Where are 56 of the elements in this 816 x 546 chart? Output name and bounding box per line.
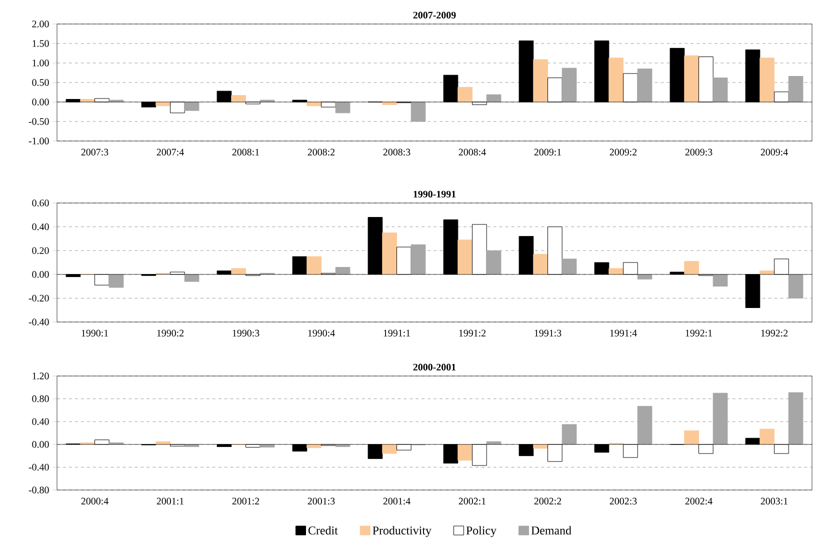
x-tick-label: 2002:3 xyxy=(610,498,637,505)
y-tick-label: 0.80 xyxy=(32,395,49,402)
y-tick-label: 0.40 xyxy=(32,418,49,425)
y-tick-label: 0.00 xyxy=(32,441,49,448)
x-tick-label: 2009:2 xyxy=(610,148,637,156)
chart-title: 2007-2009 xyxy=(413,12,456,19)
x-tick-label: 2001:4 xyxy=(383,498,410,505)
y-tick-label: 0.00 xyxy=(32,98,49,106)
x-tick-label: 1991:4 xyxy=(610,330,637,337)
x-tick-label: 1990:4 xyxy=(308,330,335,337)
y-tick-label: 0.00 xyxy=(32,271,49,278)
y-tick-label: -0.80 xyxy=(28,486,49,494)
x-tick-label: 2000:4 xyxy=(81,498,108,505)
x-tick-label: 1992:1 xyxy=(686,330,712,337)
y-tick-label: 1.00 xyxy=(32,60,49,66)
x-tick-label: 2003:1 xyxy=(760,498,788,505)
y-tick-label: -1.00 xyxy=(28,138,49,144)
legend-label: Credit xyxy=(308,526,338,535)
x-tick-label: 2009:3 xyxy=(685,148,712,156)
x-tick-label: 2001:1 xyxy=(156,498,184,505)
x-tick-label: 2002:2 xyxy=(534,498,562,505)
y-tick-label: 0.20 xyxy=(32,247,49,254)
y-tick-label: 0.50 xyxy=(32,79,49,86)
chart-title: 1990-1991 xyxy=(414,190,456,198)
legend-label: Policy xyxy=(466,526,496,537)
x-tick-label: 1990:1 xyxy=(82,330,108,337)
x-tick-label: 2001:3 xyxy=(308,498,335,505)
x-tick-label: 1990:3 xyxy=(232,330,260,337)
y-tick-label: 1.20 xyxy=(32,372,49,380)
x-tick-label: 2008:4 xyxy=(458,148,486,156)
y-tick-label: 0.60 xyxy=(32,200,49,206)
x-tick-label: 1992:2 xyxy=(761,330,788,337)
y-tick-label: 1.50 xyxy=(32,40,49,47)
y-tick-label: 0.40 xyxy=(32,223,49,230)
x-tick-label: 1991:1 xyxy=(384,330,410,337)
x-tick-label: 2007:3 xyxy=(81,148,108,156)
x-tick-label: 2009:4 xyxy=(760,148,788,156)
y-tick-label: -0.40 xyxy=(28,318,49,326)
x-tick-label: 1991:2 xyxy=(459,330,486,337)
y-tick-label: -0.50 xyxy=(28,118,49,125)
x-tick-label: 1990:2 xyxy=(157,330,184,337)
y-tick-label: 2.00 xyxy=(32,20,49,28)
x-tick-label: 1991:3 xyxy=(534,330,562,337)
x-tick-label: 2002:4 xyxy=(685,498,712,505)
y-tick-label: -0.40 xyxy=(28,464,49,471)
y-tick-label: -0.20 xyxy=(28,294,49,302)
x-tick-label: 2008:1 xyxy=(232,148,259,156)
legend-label: Productivity xyxy=(372,526,432,537)
chart-title: 2000-2001 xyxy=(413,364,456,371)
x-tick-label: 2008:2 xyxy=(308,148,335,156)
x-tick-label: 2002:1 xyxy=(458,498,486,505)
x-tick-label: 2001:2 xyxy=(232,498,260,505)
legend-label: Demand xyxy=(531,526,572,535)
x-tick-label: 2008:3 xyxy=(383,148,410,156)
x-tick-label: 2009:1 xyxy=(534,148,561,156)
x-tick-label: 2007:4 xyxy=(156,148,184,156)
